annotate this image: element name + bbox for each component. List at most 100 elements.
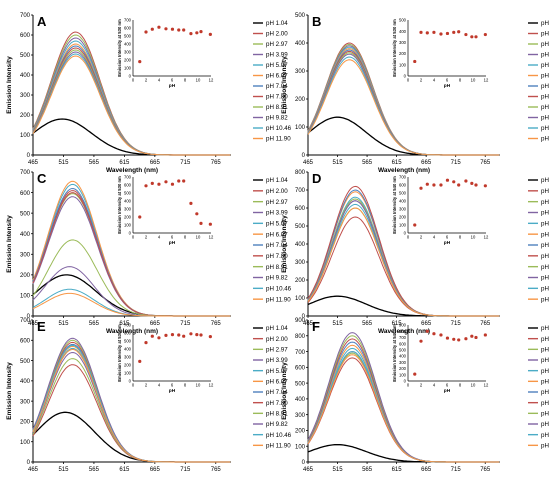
- legend-entry: pH 6.07: [266, 231, 288, 238]
- inset-y-tick-label: 400: [124, 42, 132, 47]
- x-tick-label: 715: [180, 160, 191, 166]
- series-line: [307, 207, 500, 317]
- inset-point: [138, 359, 142, 363]
- inset-point: [182, 28, 186, 32]
- series-line: [32, 344, 231, 463]
- inset-x-tick-label: 4: [433, 235, 436, 240]
- inset-x-tick-label: 6: [171, 78, 174, 83]
- x-tick-label: 615: [119, 467, 130, 473]
- inset-y-tick-label: 600: [124, 331, 132, 336]
- legend-entry: pH 10.46: [541, 286, 550, 293]
- x-tick-label: 565: [89, 467, 100, 473]
- inset-x-tick-label: 10: [471, 235, 476, 240]
- y-axis-label: Emission Intensity: [6, 56, 13, 114]
- inset-point: [474, 335, 478, 340]
- inset-point: [419, 186, 423, 190]
- legend-entry: pH 7.80: [266, 400, 288, 407]
- x-tick-label: 565: [89, 160, 100, 166]
- x-tick-label: 565: [362, 321, 373, 327]
- y-tick-label: 500: [20, 211, 31, 217]
- inset-x-tick-label: 6: [171, 383, 174, 388]
- inset-x-label: pH: [169, 83, 176, 89]
- y-tick-label: 0: [302, 314, 306, 320]
- inset-x-tick-label: 12: [484, 383, 489, 388]
- legend: pH 1.04 pH 2.00 pH 2.97 pH 3.99 pH 5.07 pH 6.…: [528, 177, 550, 303]
- inset-y-tick-label: 400: [124, 199, 132, 204]
- legend: pH 1.04 pH 2.00 pH 2.97 pH 3.99 pH 5.07 pH 6.…: [528, 20, 550, 143]
- inset-point: [474, 35, 478, 39]
- inset-y-tick-label: 500: [399, 18, 407, 23]
- legend-entry: pH 2.00: [541, 336, 550, 343]
- y-tick-label: 0: [27, 153, 31, 159]
- inset-x-tick-label: 12: [209, 78, 214, 83]
- inset-point: [177, 179, 181, 183]
- inset-y-tick-label: 700: [124, 175, 132, 180]
- inset-y-tick-label: 0: [129, 74, 132, 79]
- inset-point: [144, 30, 148, 34]
- inset-y-tick-label: 400: [399, 354, 407, 359]
- panel-letter: B: [312, 14, 321, 29]
- y-tick-label: 700: [295, 350, 306, 356]
- inset-x-tick-label: 4: [158, 78, 161, 83]
- inset-y-tick-label: 100: [124, 223, 132, 228]
- legend-entry: pH 8.91: [541, 264, 550, 271]
- x-tick-label: 515: [58, 321, 69, 327]
- legend-entry: pH 2.97: [266, 199, 288, 206]
- x-tick-label: 515: [333, 160, 344, 166]
- y-tick-label: 100: [20, 440, 31, 446]
- inset-x-tick-label: 2: [145, 235, 148, 240]
- inset-point: [164, 180, 168, 184]
- inset-point: [177, 333, 181, 337]
- x-tick-label: 465: [28, 467, 39, 473]
- y-tick-label: 700: [295, 188, 306, 194]
- inset-point: [464, 32, 468, 37]
- legend-entry: pH 7.04: [266, 389, 288, 396]
- inset-point: [452, 180, 456, 184]
- x-tick-label: 765: [211, 467, 222, 473]
- inset-point: [195, 31, 199, 35]
- inset-x-tick-label: 8: [459, 383, 462, 388]
- inset-point: [170, 182, 175, 186]
- inset-x-tick-label: 10: [471, 78, 476, 83]
- inset-point: [419, 30, 423, 34]
- inset-y-label: Emission Intensity at 530 nm: [117, 19, 122, 77]
- x-tick-label: 615: [119, 160, 130, 166]
- inset-y-tick-label: 700: [124, 18, 132, 23]
- y-tick-label: 200: [295, 429, 306, 435]
- inset-point: [208, 222, 212, 226]
- x-tick-label: 565: [89, 321, 100, 327]
- inset-point: [170, 27, 175, 31]
- x-tick-label: 465: [303, 160, 314, 166]
- inset-y-tick-label: 900: [399, 323, 407, 328]
- inset-point: [182, 334, 186, 338]
- inset-point: [457, 338, 461, 342]
- legend-entry: pH 9.82: [541, 275, 550, 282]
- inset-y-tick-label: 200: [124, 363, 132, 368]
- legend-entry: pH 6.07: [541, 231, 550, 238]
- inset-x-tick-label: 6: [446, 383, 449, 388]
- inset-point: [189, 201, 193, 205]
- inset-point: [195, 212, 199, 216]
- legend-entry: pH 11.90: [266, 136, 291, 143]
- series-line: [32, 348, 231, 463]
- y-tick-label: 600: [20, 338, 31, 344]
- legend-entry: pH 2.00: [541, 188, 550, 195]
- inset-y-tick-label: 400: [399, 29, 407, 34]
- inset-point: [470, 181, 474, 185]
- y-tick-label: 300: [20, 252, 31, 258]
- legend-entry: pH 9.82: [541, 421, 550, 428]
- legend-entry: pH 9.82: [266, 115, 288, 122]
- y-tick-label: 600: [295, 206, 306, 212]
- y-tick-label: 700: [20, 170, 31, 176]
- inset-point: [150, 334, 154, 338]
- inset-point: [189, 31, 193, 36]
- inset-x-tick-label: 4: [158, 383, 161, 388]
- series-line: [32, 358, 231, 463]
- inset-x-tick-label: 12: [209, 235, 214, 240]
- inset-x-label: pH: [169, 388, 176, 394]
- inset-x-tick-label: 2: [420, 78, 423, 83]
- legend-entry: pH 2.97: [541, 199, 550, 206]
- inset-point: [199, 30, 203, 34]
- series-line: [32, 345, 231, 463]
